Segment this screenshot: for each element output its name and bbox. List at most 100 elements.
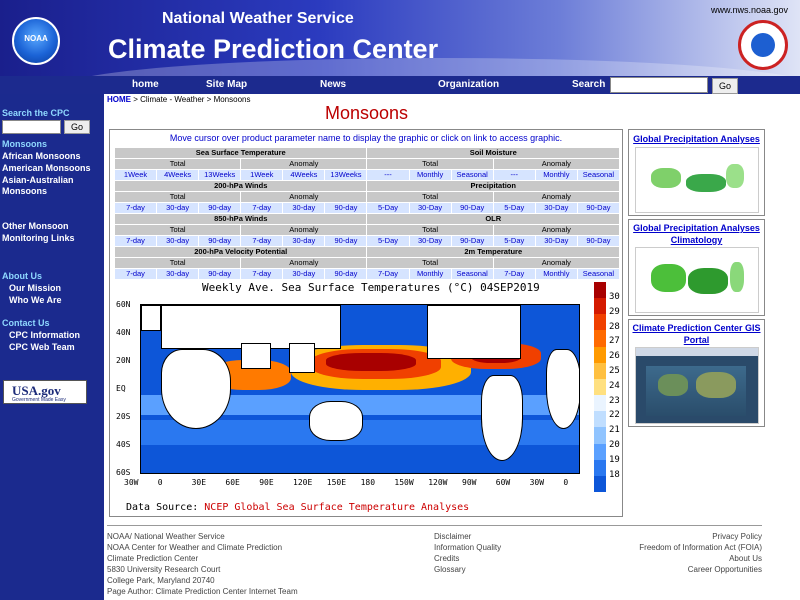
link-200-hpa-winds-anomaly-30-day[interactable]: 30-day bbox=[282, 202, 326, 214]
link-precipitation-total-5-day[interactable]: 5-Day bbox=[366, 202, 410, 214]
link-olr-total-90-day[interactable]: 90-Day bbox=[450, 235, 494, 247]
link-2m-temperature-anomaly-7-day[interactable]: 7-Day bbox=[492, 268, 536, 280]
nav-news[interactable]: News bbox=[320, 79, 347, 90]
nws-logo[interactable] bbox=[738, 20, 788, 70]
link-200-hpa-velocity-potential-total-30-day[interactable]: 30-day bbox=[156, 268, 200, 280]
sidebar-item-our-mission[interactable]: Our Mission bbox=[9, 283, 62, 293]
gis-portal-panel[interactable]: Climate Prediction Center GIS Portal bbox=[628, 319, 765, 427]
link-200-hpa-velocity-potential-anomaly-7-day[interactable]: 7-day bbox=[240, 268, 284, 280]
link-200-hpa-winds-total-90-day[interactable]: 90-day bbox=[198, 202, 242, 214]
category-2m-temperature[interactable]: 2m Temperature bbox=[366, 246, 620, 258]
breadcrumb-home[interactable]: HOME bbox=[107, 95, 131, 104]
footer-middle-item[interactable]: Credits bbox=[434, 554, 460, 563]
category-precipitation[interactable]: Precipitation bbox=[366, 180, 620, 192]
link-200-hpa-winds-total-7-day[interactable]: 7-day bbox=[113, 202, 158, 214]
sidebar-about-heading[interactable]: About Us bbox=[2, 271, 42, 281]
sst-map[interactable]: Weekly Ave. Sea Surface Temperatures (°C… bbox=[114, 280, 620, 516]
sidebar-other-heading[interactable]: Other Monsoon bbox=[2, 221, 69, 231]
link-olr-anomaly-30-day[interactable]: 30-Day bbox=[534, 235, 578, 247]
sidebar-item-cpc-web-team[interactable]: CPC Web Team bbox=[9, 342, 75, 352]
category-200-hpa-winds[interactable]: 200-hPa Winds bbox=[113, 180, 368, 192]
link-850-hpa-winds-anomaly-90-day[interactable]: 90-day bbox=[324, 235, 368, 247]
sst-map-image[interactable] bbox=[140, 304, 580, 474]
center-name[interactable]: Climate Prediction Center bbox=[108, 34, 439, 64]
link-soil-moisture-anomaly-seasonal[interactable]: Seasonal bbox=[576, 169, 621, 181]
link-precipitation-anomaly-5-day[interactable]: 5-Day bbox=[492, 202, 536, 214]
sidebar-item-who-we-are[interactable]: Who We Are bbox=[9, 295, 62, 305]
nav-site-map[interactable]: Site Map bbox=[206, 79, 248, 90]
link-sea-surface-temperature-anomaly-13weeks[interactable]: 13Weeks bbox=[324, 169, 368, 181]
search-go-button[interactable]: Go bbox=[712, 78, 739, 94]
link-sea-surface-temperature-total-4weeks[interactable]: 4Weeks bbox=[156, 169, 200, 181]
link-soil-moisture-total--[interactable]: --- bbox=[366, 169, 410, 181]
link-200-hpa-velocity-potential-anomaly-30-day[interactable]: 30-day bbox=[282, 268, 326, 280]
sidebar-other-heading-2[interactable]: Monitoring Links bbox=[2, 233, 75, 243]
link-200-hpa-winds-total-30-day[interactable]: 30-day bbox=[156, 202, 200, 214]
link-precipitation-anomaly-30-day[interactable]: 30-Day bbox=[534, 202, 578, 214]
link-200-hpa-velocity-potential-total-90-day[interactable]: 90-day bbox=[198, 268, 242, 280]
link-sea-surface-temperature-total-13weeks[interactable]: 13Weeks bbox=[198, 169, 242, 181]
sidebar-monsoons-heading[interactable]: Monsoons bbox=[2, 139, 47, 149]
category-olr[interactable]: OLR bbox=[366, 213, 620, 225]
link-precipitation-anomaly-90-day[interactable]: 90-Day bbox=[576, 202, 621, 214]
footer-right-item[interactable]: Career Opportunities bbox=[687, 565, 762, 574]
link-sea-surface-temperature-anomaly-1week[interactable]: 1Week bbox=[240, 169, 284, 181]
link-sea-surface-temperature-total-1week[interactable]: 1Week bbox=[113, 169, 158, 181]
link-2m-temperature-anomaly-seasonal[interactable]: Seasonal bbox=[576, 268, 621, 280]
sidebar-item-american-monsoons[interactable]: American Monsoons bbox=[2, 163, 91, 173]
link-soil-moisture-total-monthly[interactable]: Monthly bbox=[408, 169, 452, 181]
link-2m-temperature-total-7-day[interactable]: 7-Day bbox=[366, 268, 410, 280]
sidebar-item-cpc-information[interactable]: CPC Information bbox=[9, 330, 80, 340]
footer-middle-item[interactable]: Information Quality bbox=[434, 543, 502, 552]
breadcrumb-path[interactable]: > Climate - Weather > Monsoons bbox=[133, 95, 251, 104]
link-soil-moisture-total-seasonal[interactable]: Seasonal bbox=[450, 169, 494, 181]
link-850-hpa-winds-anomaly-7-day[interactable]: 7-day bbox=[240, 235, 284, 247]
noaa-logo[interactable]: NOAA bbox=[12, 17, 60, 65]
sidebar-item-african-monsoons[interactable]: African Monsoons bbox=[2, 151, 81, 161]
global-precip-thumbnail[interactable] bbox=[635, 147, 759, 213]
link-2m-temperature-total-monthly[interactable]: Monthly bbox=[408, 268, 452, 280]
category-850-hpa-winds[interactable]: 850-hPa Winds bbox=[113, 213, 368, 225]
link-2m-temperature-anomaly-monthly[interactable]: Monthly bbox=[534, 268, 578, 280]
usagov-logo[interactable]: USA.gov Government Made Easy bbox=[3, 380, 87, 404]
footer-right-item[interactable]: About Us bbox=[729, 554, 762, 563]
link-200-hpa-velocity-potential-anomaly-90-day[interactable]: 90-day bbox=[324, 268, 368, 280]
link-2m-temperature-total-seasonal[interactable]: Seasonal bbox=[450, 268, 494, 280]
global-precip-link[interactable]: Global Precipitation Analyses bbox=[633, 134, 760, 144]
link-sea-surface-temperature-anomaly-4weeks[interactable]: 4Weeks bbox=[282, 169, 326, 181]
category-200-hpa-velocity-potential[interactable]: 200-hPa Velocity Potential bbox=[113, 246, 368, 258]
link-200-hpa-winds-anomaly-90-day[interactable]: 90-day bbox=[324, 202, 368, 214]
category-soil-moisture[interactable]: Soil Moisture bbox=[366, 147, 620, 159]
footer-middle-item[interactable]: Glossary bbox=[434, 565, 466, 574]
link-200-hpa-winds-anomaly-7-day[interactable]: 7-day bbox=[240, 202, 284, 214]
sidebar-item-asian-australian-monsoons[interactable]: Asian-Australian Monsoons bbox=[2, 175, 74, 196]
category-sea-surface-temperature[interactable]: Sea Surface Temperature bbox=[113, 147, 368, 159]
nav-home[interactable]: home bbox=[132, 79, 159, 90]
precip-climatology-thumbnail[interactable] bbox=[635, 247, 759, 313]
agency-name[interactable]: National Weather Service bbox=[162, 10, 354, 27]
site-url[interactable]: www.nws.noaa.gov bbox=[710, 5, 788, 15]
link-olr-total-5-day[interactable]: 5-Day bbox=[366, 235, 410, 247]
link-850-hpa-winds-total-30-day[interactable]: 30-day bbox=[156, 235, 200, 247]
footer-middle-item[interactable]: Disclaimer bbox=[434, 532, 472, 541]
search-input[interactable] bbox=[610, 77, 708, 93]
link-850-hpa-winds-total-7-day[interactable]: 7-day bbox=[113, 235, 158, 247]
global-precip-panel[interactable]: Global Precipitation Analyses bbox=[628, 129, 765, 216]
link-precipitation-total-90-day[interactable]: 90-Day bbox=[450, 202, 494, 214]
footer-right-item[interactable]: Privacy Policy bbox=[712, 532, 762, 541]
link-olr-total-30-day[interactable]: 30-Day bbox=[408, 235, 452, 247]
link-soil-moisture-anomaly-monthly[interactable]: Monthly bbox=[534, 169, 578, 181]
link-olr-anomaly-90-day[interactable]: 90-Day bbox=[576, 235, 621, 247]
link-soil-moisture-anomaly--[interactable]: --- bbox=[492, 169, 536, 181]
precip-climatology-link[interactable]: Global Precipitation Analyses Climatolog… bbox=[633, 223, 760, 245]
link-850-hpa-winds-anomaly-30-day[interactable]: 30-day bbox=[282, 235, 326, 247]
nav-organization[interactable]: Organization bbox=[438, 79, 500, 90]
sidebar-search-input[interactable] bbox=[2, 120, 61, 134]
link-olr-anomaly-5-day[interactable]: 5-Day bbox=[492, 235, 536, 247]
gis-portal-thumbnail[interactable] bbox=[635, 347, 759, 424]
sidebar-search-go-button[interactable]: Go bbox=[64, 120, 91, 134]
sidebar-contact-heading[interactable]: Contact Us bbox=[2, 318, 50, 328]
link-850-hpa-winds-total-90-day[interactable]: 90-day bbox=[198, 235, 242, 247]
link-precipitation-total-30-day[interactable]: 30-Day bbox=[408, 202, 452, 214]
link-200-hpa-velocity-potential-total-7-day[interactable]: 7-day bbox=[113, 268, 158, 280]
